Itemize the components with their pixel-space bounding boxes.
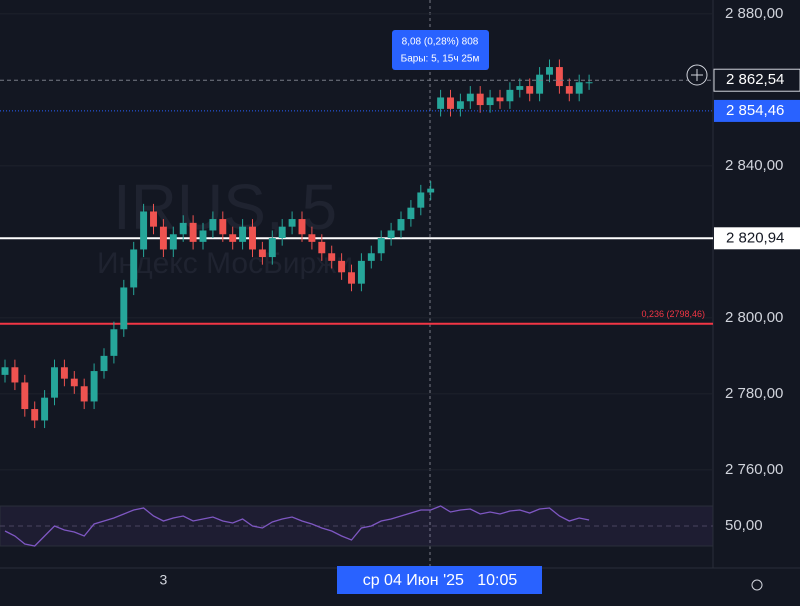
candle-body xyxy=(496,97,504,102)
candle-body xyxy=(258,249,266,258)
candle-body xyxy=(130,249,138,288)
candle-body xyxy=(110,329,118,356)
candle-body xyxy=(328,253,336,261)
candle-body xyxy=(536,74,544,94)
tooltip-line: 8,08 (0,28%) 808 xyxy=(402,37,479,48)
candle-body xyxy=(1,367,9,375)
candle-body xyxy=(11,367,19,383)
y-tick-label: 2 840,00 xyxy=(725,157,783,174)
candle-body xyxy=(150,211,157,227)
candle-body xyxy=(407,207,415,220)
candle-body xyxy=(298,219,306,235)
candle-body xyxy=(555,67,563,87)
settings-icon[interactable] xyxy=(751,579,763,591)
candle-body xyxy=(367,253,375,261)
candle-body xyxy=(417,192,425,208)
candle-body xyxy=(140,211,148,250)
candle-body xyxy=(546,67,553,75)
level-label: 0,236 (2798,46) xyxy=(641,309,705,319)
candle-body xyxy=(229,234,237,242)
candle-body xyxy=(41,397,49,421)
candle-body xyxy=(387,230,395,239)
candle-body xyxy=(486,97,494,106)
candle-body xyxy=(565,86,573,94)
y-tick-label: 2 880,00 xyxy=(725,5,783,22)
candle-body xyxy=(585,82,593,84)
candle-body xyxy=(308,234,316,242)
candle-body xyxy=(159,226,167,250)
candle-body xyxy=(397,219,405,231)
candle-body xyxy=(199,230,207,242)
candle-body xyxy=(466,93,474,102)
rsi-line xyxy=(4,505,590,547)
candle-body xyxy=(120,287,128,330)
candle-body xyxy=(189,222,197,242)
candle-body xyxy=(90,371,98,402)
price-label: 2 862,54 xyxy=(726,71,784,88)
candle-body xyxy=(60,367,68,379)
candle-body xyxy=(526,86,534,94)
crosshair-time: ср 04 Июн '25 10:05 xyxy=(363,572,518,589)
candle-body xyxy=(239,226,247,242)
candle-body xyxy=(169,234,177,250)
candle-body xyxy=(506,89,514,102)
price-label-box xyxy=(713,68,800,92)
candle-body xyxy=(278,226,286,239)
price-label-box xyxy=(714,99,800,122)
candle-body xyxy=(21,382,29,410)
candle-body xyxy=(357,260,365,284)
y-tick-label: 2 780,00 xyxy=(725,385,783,402)
candle-body xyxy=(249,226,256,250)
candle-body xyxy=(318,241,326,254)
level-label: 2 820,94 xyxy=(726,229,784,246)
tooltip-line: Бары: 5, 15ч 25м xyxy=(401,54,480,65)
candle-body xyxy=(70,378,78,387)
candle-body xyxy=(268,238,276,258)
candle-body xyxy=(437,97,445,109)
crosshair-time-box xyxy=(337,566,542,594)
x-tick-label: 3 xyxy=(160,572,168,588)
candle-body xyxy=(51,367,58,398)
candle-body xyxy=(575,82,583,94)
candle-body xyxy=(348,272,355,284)
candle-body xyxy=(288,219,296,227)
candle-body xyxy=(476,93,484,106)
y-tick-label: 2 800,00 xyxy=(725,309,783,326)
candle-body xyxy=(338,260,346,273)
candle-body xyxy=(80,386,88,402)
candle-body xyxy=(516,86,524,90)
y-tick-label: 2 760,00 xyxy=(725,461,783,478)
candle-body xyxy=(179,222,187,235)
candle-body xyxy=(427,188,435,193)
candle-body xyxy=(209,219,217,231)
candle-body xyxy=(219,219,227,235)
candle-body xyxy=(456,101,464,109)
candle-body xyxy=(377,238,385,254)
candle-body xyxy=(31,409,39,421)
rsi-tick-label: 50,00 xyxy=(725,517,763,534)
price-label: 2 854,46 xyxy=(726,102,784,119)
add-icon xyxy=(691,69,703,81)
candle-body xyxy=(447,97,454,109)
tooltip-box xyxy=(392,30,489,70)
watermark-subtitle: Индекс МосБиржи xyxy=(97,247,353,280)
candle-body xyxy=(100,355,108,372)
level-label-box xyxy=(714,227,800,250)
